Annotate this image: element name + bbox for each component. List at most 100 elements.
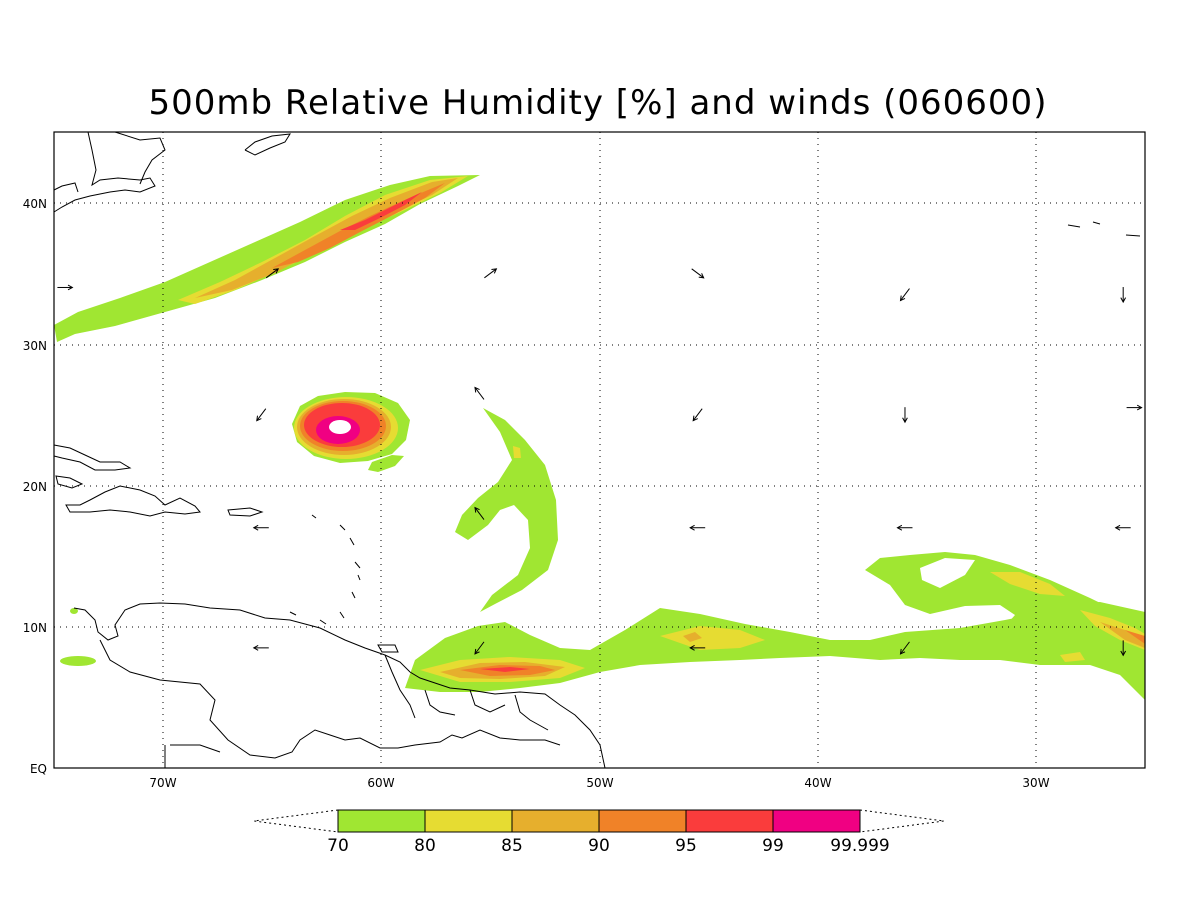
wind-arrow-head — [1120, 297, 1127, 304]
colorbar-right-extension — [859, 809, 945, 833]
colorbar-label-95: 95 — [675, 836, 697, 856]
itcz-east-85 — [683, 632, 702, 642]
wind-arrow — [57, 284, 74, 291]
eastern-band-hole — [920, 558, 975, 588]
wind-arrow — [689, 524, 706, 531]
itcz-east-80 — [660, 626, 765, 650]
lat-axis-labels: EQ 10N 20N 30N 40N — [23, 197, 47, 776]
coast-lesser-antilles — [289, 514, 361, 625]
colorbar-swatch-99-99999 — [772, 809, 861, 833]
wind-arrow — [1120, 640, 1127, 657]
lon-label-60w: 60W — [367, 776, 394, 790]
colorbar-label-90: 90 — [588, 836, 610, 856]
coast-guyana — [384, 654, 549, 731]
wind-arrow — [896, 524, 913, 531]
lon-label-70w: 70W — [149, 776, 176, 790]
wind-arrow-head — [252, 645, 259, 651]
coastline-layer — [53, 131, 1141, 769]
wind-arrow-head — [474, 506, 480, 513]
wind-arrow-head — [1136, 404, 1143, 411]
coast-cuba — [53, 444, 132, 471]
coast-jamaica — [55, 475, 84, 489]
coast-azores — [1067, 221, 1141, 237]
lon-label-50w: 50W — [586, 776, 613, 790]
cyclone-tail — [368, 455, 404, 472]
wind-arrow-shaft — [256, 408, 267, 421]
map-panel — [53, 131, 1146, 769]
wind-arrow-shaft — [484, 268, 497, 279]
coast-south-bottom — [164, 744, 221, 768]
wind-arrow-head — [692, 415, 698, 422]
wind-arrow — [474, 641, 485, 655]
colorbar: 70 80 85 90 95 99 99.999 — [253, 809, 945, 856]
lat-label-10n: 10N — [23, 621, 47, 635]
lat-label-40n: 40N — [23, 197, 47, 211]
wind-arrow-head — [273, 268, 280, 274]
wind-arrow-head — [491, 268, 498, 274]
colorbar-swatch-85-90 — [511, 809, 600, 833]
itcz-band-70 — [405, 602, 1145, 700]
wind-arrow-head — [1114, 524, 1121, 531]
colorbar-swatch-95-99 — [685, 809, 774, 833]
wind-arrow-shaft — [265, 268, 279, 279]
coast-trinidad — [377, 644, 399, 653]
wind-arrow — [899, 288, 910, 302]
coast-north-america — [53, 131, 156, 213]
wind-arrow-head — [689, 524, 695, 531]
wind-arrow — [689, 645, 706, 651]
wind-arrow — [1126, 404, 1143, 411]
wind-arrow-head — [67, 284, 74, 291]
colorbar-label-99999: 99.999 — [830, 836, 889, 856]
wind-arrow — [1114, 524, 1131, 531]
wind-arrow-head — [698, 273, 705, 279]
map-title: 500mb Relative Humidity [%] and winds (0… — [149, 83, 1048, 123]
wind-arrow-head — [252, 524, 259, 531]
wind-arrow-shaft — [474, 387, 485, 400]
lat-label-eq: EQ — [30, 762, 47, 776]
wind-arrow — [484, 268, 498, 279]
humidity-layer — [54, 175, 1145, 700]
wind-arrow — [252, 524, 269, 531]
cyclone-eye — [329, 420, 351, 434]
colorbar-swatch-70-80 — [337, 809, 426, 833]
colorbar-label-70: 70 — [327, 836, 349, 856]
wind-arrow — [256, 408, 267, 422]
wind-arrow-shaft — [900, 288, 910, 301]
colorbar-swatch-90-95 — [598, 809, 687, 833]
wind-arrow — [692, 408, 703, 422]
wind-vector-layer — [57, 268, 1143, 657]
wind-arrow-head — [899, 648, 906, 655]
eastern-band-80a — [990, 572, 1065, 596]
western-patch-b — [70, 608, 78, 614]
wind-arrow-head — [474, 386, 480, 393]
wind-arrow-shaft — [474, 641, 485, 655]
lat-label-30n: 30N — [23, 339, 47, 353]
coast-venezuela-inland — [99, 639, 561, 759]
wind-arrow-head — [1120, 650, 1127, 657]
wind-arrow — [899, 641, 910, 655]
wind-arrow-shaft — [692, 408, 703, 421]
lon-label-40w: 40W — [804, 776, 831, 790]
map-frame — [53, 131, 1146, 769]
colorbar-label-80: 80 — [414, 836, 436, 856]
central-arc-80 — [513, 446, 521, 458]
wind-arrow-shaft — [900, 641, 910, 655]
colorbar-label-85: 85 — [501, 836, 523, 856]
wind-arrow — [474, 386, 485, 400]
central-arc-70 — [455, 408, 558, 612]
coast-hispaniola — [65, 485, 201, 517]
wind-arrow-head — [256, 415, 262, 422]
coast-south-america — [73, 602, 606, 769]
coast-puerto-rico — [227, 507, 264, 517]
wind-arrow — [1120, 287, 1127, 304]
itcz-band-95 — [480, 667, 530, 672]
colorbar-left-extension — [253, 809, 339, 833]
lon-axis-labels: 70W 60W 50W 40W 30W — [149, 776, 1049, 790]
wind-arrow-shaft — [474, 507, 485, 520]
lat-label-20n: 20N — [23, 480, 47, 494]
western-patch-a — [60, 656, 96, 666]
colorbar-label-99: 99 — [762, 836, 784, 856]
eastern-band-85 — [1100, 622, 1145, 648]
wind-arrow — [474, 506, 485, 520]
